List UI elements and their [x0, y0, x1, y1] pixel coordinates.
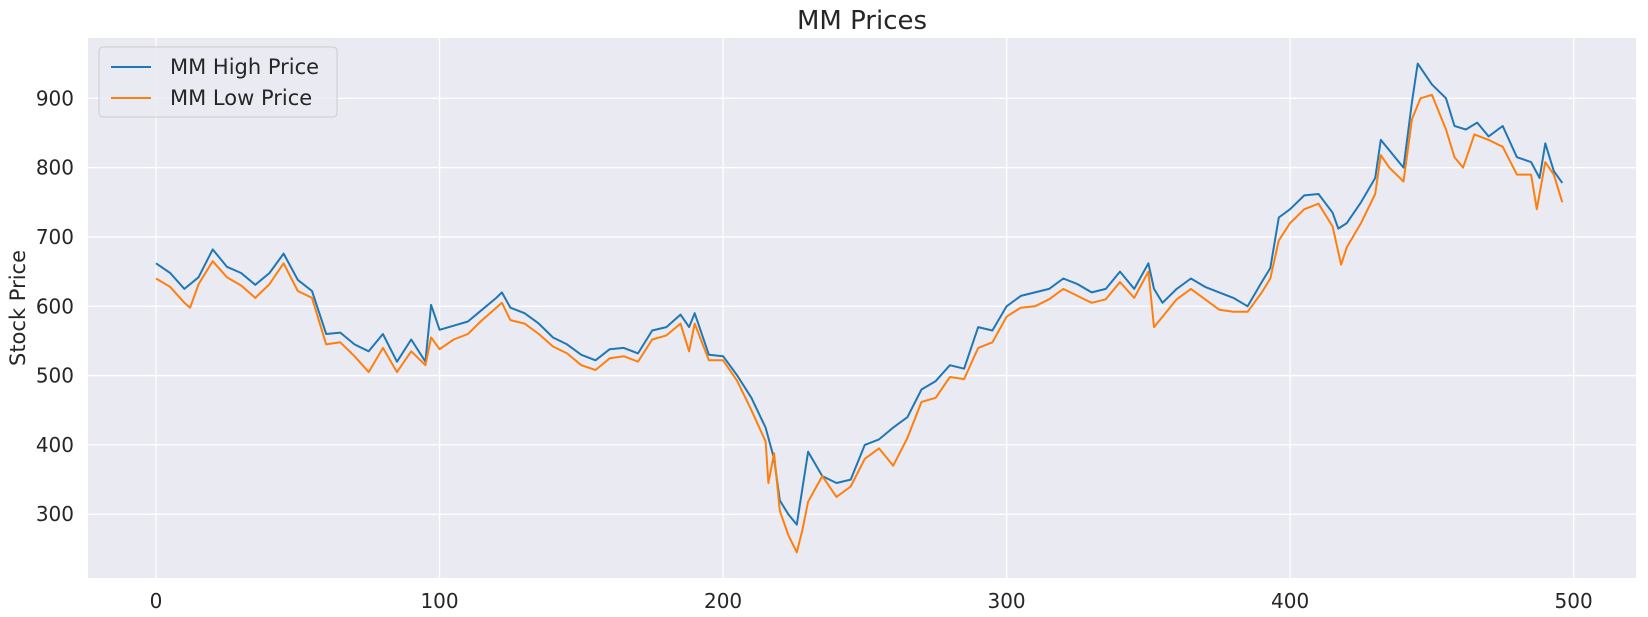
legend-label: MM High Price	[170, 55, 319, 79]
x-axis-ticks: 0 100 200 300 400 500	[150, 589, 1593, 613]
series-layer	[155, 62, 1564, 554]
legend-box	[98, 46, 338, 118]
y-tick-label: 700	[36, 225, 74, 249]
x-tick-label: 100	[420, 589, 458, 613]
y-tick-label: 300	[36, 502, 74, 526]
chart-title: MM Prices	[797, 6, 927, 36]
grid	[88, 38, 1636, 578]
y-tick-label: 400	[36, 433, 74, 457]
y-axis-label: Stock Price	[6, 250, 30, 366]
y-axis-ticks: 300 400 500 600 700 800 900	[36, 86, 74, 526]
legend: MM High Price MM Low Price	[98, 46, 338, 118]
plot-area	[88, 38, 1636, 578]
series-line-high	[155, 62, 1564, 526]
x-tick-label: 0	[150, 589, 163, 613]
y-tick-label: 800	[36, 156, 74, 180]
y-tick-label: 500	[36, 364, 74, 388]
series-line-low	[155, 93, 1564, 554]
y-tick-label: 600	[36, 294, 74, 318]
x-tick-label: 300	[987, 589, 1025, 613]
x-tick-label: 500	[1555, 589, 1593, 613]
legend-label: MM Low Price	[170, 86, 312, 110]
x-tick-label: 200	[704, 589, 742, 613]
y-tick-label: 900	[36, 86, 74, 110]
x-tick-label: 400	[1271, 589, 1309, 613]
